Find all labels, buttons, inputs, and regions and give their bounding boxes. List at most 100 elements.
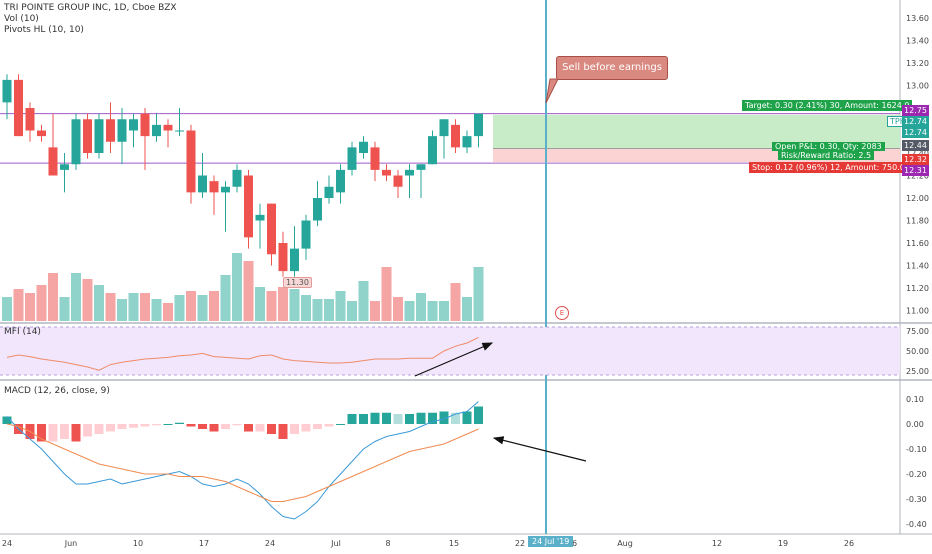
volume-bar (278, 287, 288, 321)
macd-histogram-bar (71, 424, 81, 442)
macd-histogram-bar (347, 414, 357, 424)
volume-bar (255, 287, 265, 321)
candle-body[interactable] (106, 119, 115, 142)
candle-body[interactable] (336, 169, 345, 193)
x-tick-label: 19 (778, 539, 788, 548)
macd-histogram-bar (60, 424, 69, 439)
candle-body[interactable] (25, 108, 35, 131)
volume-bar (301, 295, 311, 321)
volume-bar (427, 301, 438, 321)
candle-body[interactable] (209, 181, 219, 193)
candle-body[interactable] (347, 147, 357, 170)
candle-body[interactable] (382, 169, 391, 176)
price-tick-label: 11.80 (906, 217, 929, 226)
candle-body[interactable] (129, 119, 138, 131)
macd-histogram-bar (439, 411, 449, 424)
candle-body[interactable] (416, 164, 426, 170)
pivots-legend: Pivots HL (10, 10) (4, 25, 84, 35)
macd-histogram-bar (163, 424, 173, 425)
earnings-marker[interactable]: E (555, 306, 569, 320)
candle-body[interactable] (301, 220, 311, 249)
chart-title: TRI POINTE GROUP INC, 1D, Cboe BZX (4, 3, 177, 13)
candle-body[interactable] (474, 113, 483, 137)
macd-histogram-bar (37, 424, 46, 442)
macd-trend-arrow (492, 436, 587, 462)
volume-bar (324, 299, 334, 321)
candle-body[interactable] (428, 136, 437, 165)
x-tick-label: 8 (385, 539, 390, 548)
macd-histogram-bar (117, 424, 127, 429)
volume-bar (163, 303, 173, 321)
candle-body[interactable] (117, 119, 127, 142)
x-tick-label: Jul (330, 539, 341, 548)
volume-bar (404, 301, 415, 321)
candle-body[interactable] (140, 113, 150, 137)
volume-bar (48, 273, 58, 321)
macd-histogram-bar (129, 424, 138, 428)
candle-body[interactable] (439, 119, 449, 137)
candle-body[interactable] (221, 186, 230, 193)
candle-body[interactable] (244, 175, 253, 238)
macd-histogram-bar (267, 424, 276, 434)
candle-body[interactable] (290, 248, 299, 272)
candle-body[interactable] (359, 141, 368, 153)
macd-histogram-bar (474, 406, 483, 424)
macd-histogram-bar (2, 416, 12, 424)
candle-body[interactable] (2, 79, 12, 103)
candle-body[interactable] (163, 124, 173, 131)
x-tick-label: 15 (449, 539, 459, 548)
volume-bar (439, 301, 449, 321)
volume-bar (232, 253, 242, 321)
x-tick-label: 10 (133, 539, 143, 548)
macd-histogram-bar (244, 424, 253, 432)
price-badge-entry: 12.44 (902, 140, 929, 151)
mfi-legend: MFI (14) (4, 327, 41, 337)
candle-body[interactable] (94, 119, 104, 153)
macd-histogram-bar (393, 414, 403, 424)
macd-histogram-bar (462, 411, 472, 424)
macd-histogram-bar (186, 424, 196, 427)
candle-body[interactable] (451, 124, 460, 148)
pivot-low-label: 11.30 (283, 277, 312, 288)
sell-callout[interactable]: Sell before earnings (556, 56, 668, 80)
candle-body[interactable] (198, 175, 207, 193)
candle-body[interactable] (267, 203, 276, 255)
candle-body[interactable] (83, 119, 92, 153)
candle-body[interactable] (462, 136, 472, 148)
macd-histogram-bar (48, 424, 58, 442)
macd-histogram-bar (175, 422, 184, 424)
volume-bar (128, 293, 139, 321)
macd-histogram-bar (451, 412, 460, 424)
signal-line (6, 423, 479, 502)
price-badge-target: 12.74 (902, 116, 929, 127)
candle-body[interactable] (175, 130, 184, 132)
macd-legend: MACD (12, 26, close, 9) (4, 386, 110, 396)
candle-body[interactable] (405, 169, 414, 176)
candle-body[interactable] (370, 147, 380, 170)
candle-body[interactable] (324, 186, 334, 198)
candle-body[interactable] (232, 169, 242, 187)
volume-bar (209, 291, 219, 321)
volume-bar (462, 297, 472, 321)
macd-histogram-bar (198, 424, 207, 429)
candle-body[interactable] (186, 130, 196, 193)
candle-body[interactable] (278, 243, 288, 272)
candle-body[interactable] (48, 147, 58, 176)
candle-body[interactable] (393, 175, 403, 187)
candle-body[interactable] (14, 79, 23, 137)
volume-bar (174, 295, 185, 321)
volume-bar (25, 293, 35, 321)
candle-body[interactable] (71, 119, 81, 165)
mfi-band (0, 327, 900, 375)
price-tick-label: 13.40 (906, 37, 929, 46)
candle-body[interactable] (37, 130, 46, 137)
candle-body[interactable] (152, 124, 161, 137)
macd-histogram-bar (359, 414, 368, 424)
candle-body[interactable] (313, 198, 322, 221)
macd-histogram-bar (255, 424, 265, 432)
macd-histogram-bar (324, 424, 334, 427)
candle-body[interactable] (60, 164, 69, 170)
candle-body[interactable] (255, 214, 265, 221)
volume-bar (197, 295, 208, 321)
